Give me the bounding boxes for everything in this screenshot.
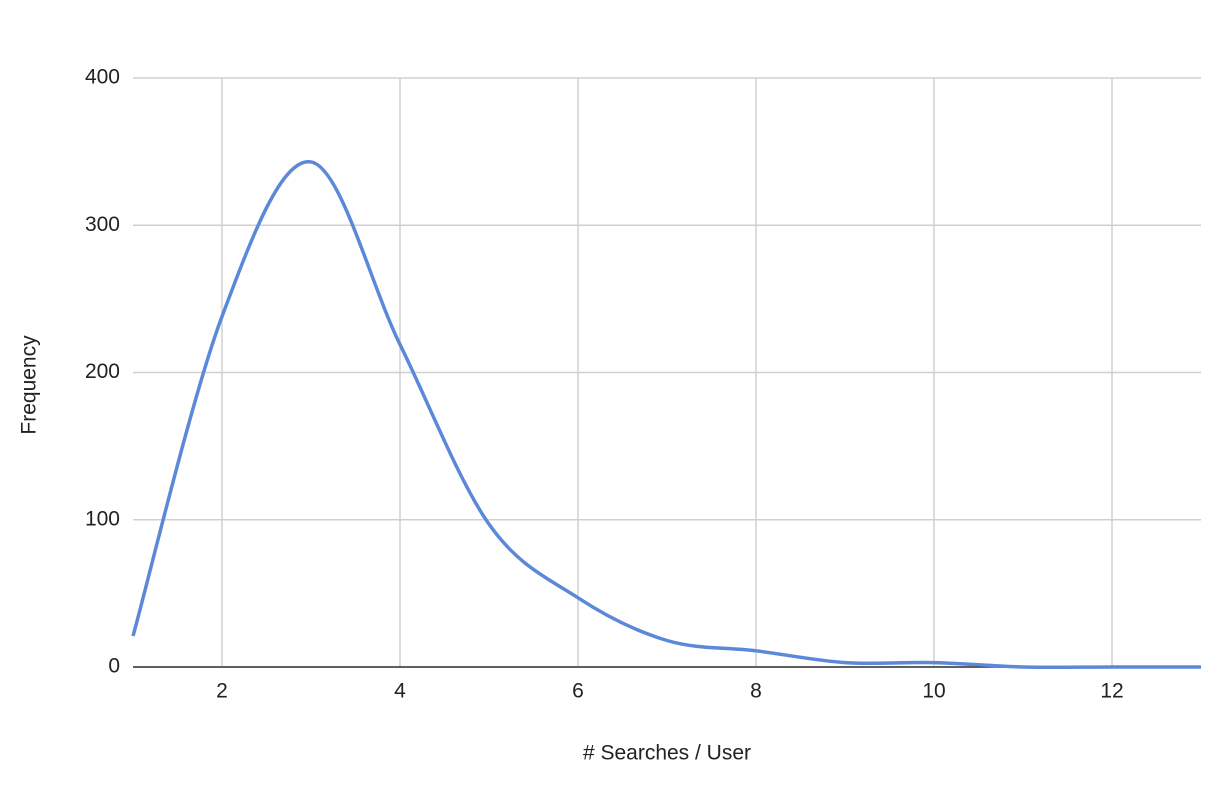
- y-tick-label: 100: [85, 507, 120, 530]
- y-tick-label: 300: [85, 213, 120, 236]
- y-tick-label: 400: [85, 66, 120, 89]
- x-axis-title: # Searches / User: [583, 742, 751, 765]
- x-tick-label: 12: [1100, 680, 1123, 703]
- x-tick-label: 4: [394, 680, 406, 703]
- x-tick-label: 2: [216, 680, 228, 703]
- x-tick-label: 10: [922, 680, 945, 703]
- x-tick-label: 6: [572, 680, 584, 703]
- x-tick-label: 8: [750, 680, 762, 703]
- y-axis-title: Frequency: [18, 335, 41, 435]
- y-tick-label: 200: [85, 360, 120, 383]
- line-series: [131, 160, 1201, 670]
- y-tick-label: 0: [108, 655, 120, 678]
